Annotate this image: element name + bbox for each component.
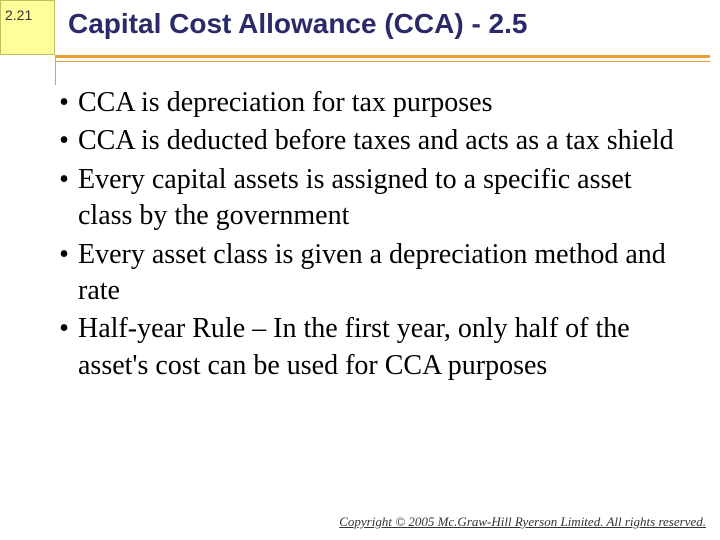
bullet-item: • CCA is deducted before taxes and acts … [50,123,690,159]
slide-number-box: 2.21 [0,0,55,55]
bullet-marker-icon: • [50,237,78,273]
bullet-text: Every capital assets is assigned to a sp… [78,162,690,235]
bullet-text: CCA is depreciation for tax purposes [78,85,690,121]
bullet-item: • CCA is depreciation for tax purposes [50,85,690,121]
title-vertical-accent [55,55,56,85]
title-underline-thin [55,61,710,62]
slide-number: 2.21 [5,7,32,23]
bullet-text: Half-year Rule – In the first year, only… [78,311,690,384]
content-area: • CCA is depreciation for tax purposes •… [50,85,690,386]
title-underline-thick [55,55,710,58]
bullet-item: • Every asset class is given a depreciat… [50,237,690,310]
bullet-marker-icon: • [50,311,78,347]
bullet-marker-icon: • [50,162,78,198]
bullet-text: CCA is deducted before taxes and acts as… [78,123,690,159]
bullet-item: • Every capital assets is assigned to a … [50,162,690,235]
bullet-item: • Half-year Rule – In the first year, on… [50,311,690,384]
title-area: Capital Cost Allowance (CCA) - 2.5 [68,8,700,40]
bullet-marker-icon: • [50,85,78,121]
slide-title: Capital Cost Allowance (CCA) - 2.5 [68,8,700,40]
bullet-text: Every asset class is given a depreciatio… [78,237,690,310]
copyright-footer: Copyright © 2005 Mc.Graw-Hill Ryerson Li… [339,514,706,530]
bullet-marker-icon: • [50,123,78,159]
